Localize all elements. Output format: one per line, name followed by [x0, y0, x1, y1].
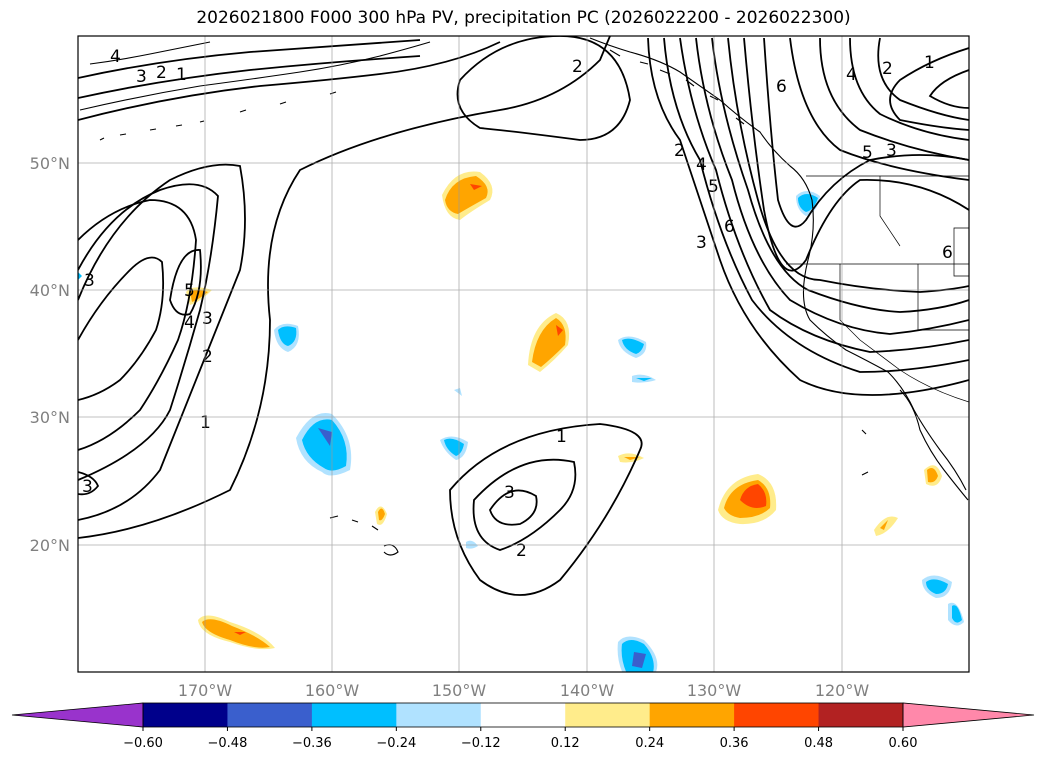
colorbar: −0.60 −0.48 −0.36 −0.24 −0.12 0.12 0.24 0.36 0.4…	[11, 702, 1035, 751]
colorbar-tick-label: −0.48	[208, 736, 248, 751]
colorbar-cell	[649, 703, 735, 727]
contour-label: 6	[776, 77, 787, 97]
colorbar-tick-label: −0.36	[292, 736, 332, 751]
colorbar-cell	[734, 703, 820, 727]
map-title: 2026021800 F000 300 hPa PV, precipitatio…	[196, 8, 851, 28]
colorbar-cell	[565, 703, 651, 727]
lat-label: 30°N	[30, 408, 70, 427]
map-background	[78, 36, 969, 672]
contour-label: 2	[156, 63, 167, 83]
contour-label: 2	[516, 541, 527, 561]
coastlines	[79, 37, 969, 556]
colorbar-frame	[142, 702, 904, 728]
pv-contours	[78, 36, 969, 596]
contour-label: 3	[504, 483, 515, 503]
lon-label: 170°W	[178, 681, 233, 700]
contour-label: 3	[696, 233, 707, 253]
contour-label: 5	[862, 143, 873, 163]
contour-label: 2	[572, 57, 583, 77]
colorbar-cell	[143, 703, 228, 727]
colorbar-extend-right	[902, 702, 1035, 728]
longitude-labels: 170°W 160°W 150°W 140°W 130°W 120°W	[178, 681, 870, 700]
lon-label: 150°W	[432, 681, 487, 700]
contour-label: 5	[708, 177, 719, 197]
lon-label: 120°W	[815, 681, 870, 700]
colorbar-tick-label: 0.48	[804, 736, 833, 751]
colorbar-tick-label: 0.36	[720, 736, 749, 751]
colorbar-tick-label: −0.12	[461, 736, 501, 751]
contour-label: 4	[184, 313, 195, 333]
colorbar-cell	[818, 703, 904, 727]
contour-label: 6	[724, 217, 735, 237]
colorbar-tick-label: −0.60	[123, 736, 163, 751]
contour-label: 2	[674, 141, 685, 161]
contour-label: 2	[202, 347, 213, 367]
contour-label: 1	[924, 53, 935, 73]
contour-label: 1	[200, 413, 211, 433]
contour-labels: 4 3 2 1 2 5 4 3 2 1 3 3 1 3 2 6 2 4 5 6 …	[82, 47, 953, 561]
contour-label: 2	[882, 59, 893, 79]
colorbar-tick-label: 0.12	[551, 736, 580, 751]
colorbar-cell	[480, 703, 566, 727]
contour-label: 5	[184, 281, 195, 301]
lat-label: 20°N	[30, 536, 70, 555]
contour-label: 4	[110, 47, 121, 67]
contour-label: 3	[886, 141, 897, 161]
colorbar-tick-label: −0.24	[376, 736, 416, 751]
lon-label: 130°W	[687, 681, 742, 700]
colorbar-cell	[396, 703, 482, 727]
lon-label: 160°W	[305, 681, 360, 700]
gridlines	[78, 36, 969, 672]
contour-label: 6	[942, 243, 953, 263]
contour-label: 3	[136, 67, 147, 87]
contour-label: 3	[84, 271, 95, 291]
contour-label: 4	[846, 65, 857, 85]
colorbar-cell	[227, 703, 313, 727]
colorbar-extend-left	[11, 702, 144, 728]
colorbar-tick-label: 0.60	[889, 736, 918, 751]
lat-label: 40°N	[30, 281, 70, 300]
contour-label: 3	[202, 309, 213, 329]
latitude-labels: 50°N 40°N 30°N 20°N	[30, 154, 70, 555]
lon-label: 140°W	[560, 681, 615, 700]
colorbar-tick-label: 0.24	[635, 736, 664, 751]
contour-label: 4	[696, 155, 707, 175]
contour-label: 3	[82, 477, 93, 497]
contour-label: 1	[176, 65, 187, 85]
colorbar-cell	[311, 703, 397, 727]
lat-label: 50°N	[30, 154, 70, 173]
map-frame	[77, 35, 970, 673]
contour-label: 1	[556, 427, 567, 447]
